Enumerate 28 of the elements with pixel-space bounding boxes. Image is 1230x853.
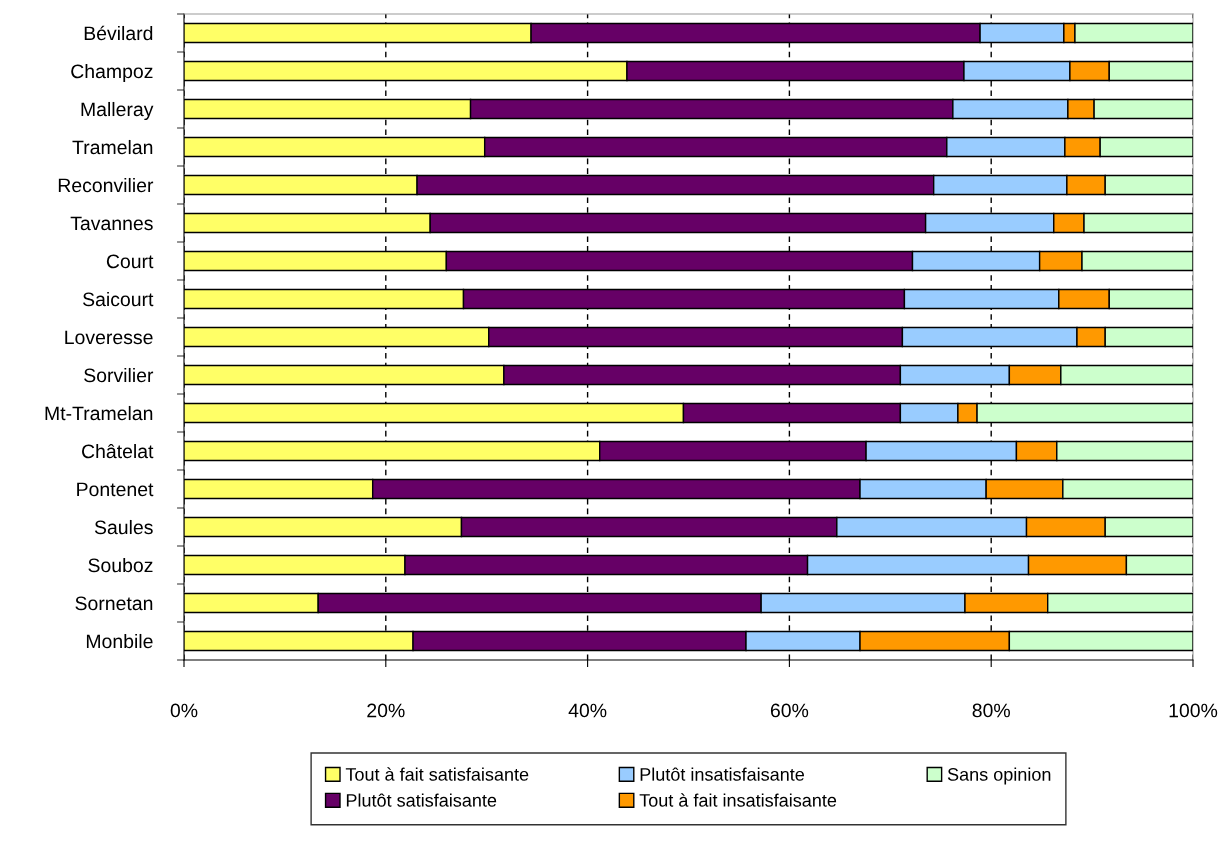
x-tick-label: 40%	[568, 703, 607, 718]
x-tick-label: 100%	[1169, 703, 1218, 718]
y-tick-label: Tavannes	[70, 216, 153, 231]
y-tick-label: Bévilard	[84, 25, 153, 41]
y-tick-label: Sorvilier	[84, 367, 154, 383]
y-tick-label: Reconvilier	[58, 177, 154, 193]
x-tick-label: 80%	[972, 703, 1010, 718]
y-tick-label: Champoz	[71, 63, 153, 83]
legend-label: Tout à fait insatisfaisante	[639, 793, 837, 807]
y-tick-label: Saules	[94, 519, 153, 535]
legend-label: Plutôt satisfaisante	[346, 793, 497, 807]
y-tick-label: Saicourt	[83, 291, 154, 307]
x-tick-label: 20%	[367, 703, 405, 718]
y-tick-label: Monbile	[86, 633, 153, 649]
legend-label: Plutôt insatisfaisante	[640, 767, 805, 781]
legend-label: Sans opinion	[947, 767, 1051, 785]
y-tick-label: Tramelan	[72, 139, 153, 155]
y-tick-label: Court	[106, 254, 154, 269]
y-tick-label: Malleray	[81, 101, 154, 121]
y-tick-label: Loveresse	[65, 330, 153, 345]
x-tick-label: 0%	[170, 703, 198, 718]
y-tick-label: Châtelat	[82, 443, 154, 459]
x-tick-label: 60%	[770, 703, 809, 718]
y-tick-label: Souboz	[88, 557, 153, 573]
y-tick-label: Sornetan	[75, 596, 153, 611]
y-tick-label: Pontenet	[77, 482, 154, 497]
legend-label: Tout à fait satisfaisante	[345, 767, 529, 781]
y-tick-label: Mt-Tramelan	[45, 405, 153, 421]
